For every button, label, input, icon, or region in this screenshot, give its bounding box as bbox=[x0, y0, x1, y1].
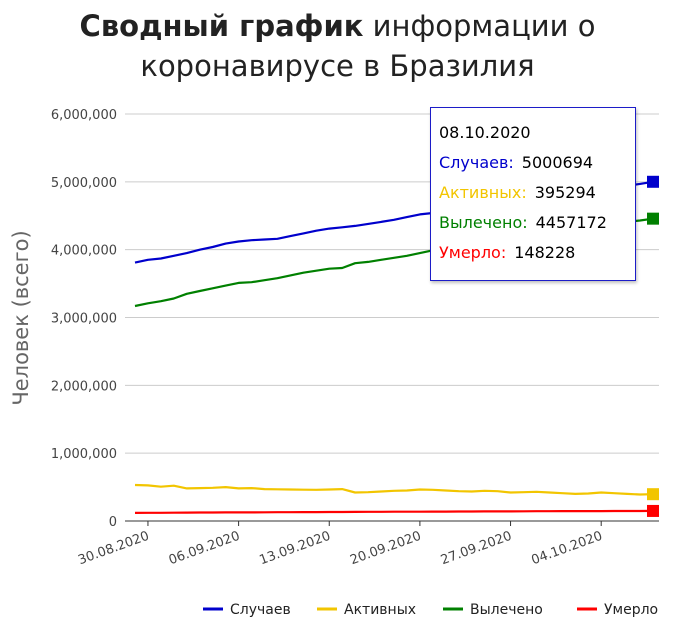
chart-title-line2: коронавирусе в Бразилия bbox=[140, 49, 535, 83]
tooltip-value-active: 395294 bbox=[534, 183, 596, 202]
tooltip-row-recovered: Вылечено: 4457172 bbox=[439, 208, 635, 238]
chart-title-rest: информации о bbox=[363, 9, 596, 43]
x-tick-label: 06.09.2020 bbox=[167, 529, 242, 569]
tooltip-label-recovered: Вылечено: bbox=[439, 213, 528, 232]
tooltip-label-active: Активных: bbox=[439, 183, 527, 202]
tooltip-row-active: Активных: 395294 bbox=[439, 178, 635, 208]
y-tick-label: 2,000,000 bbox=[51, 379, 117, 394]
tooltip-value-deaths: 148228 bbox=[514, 243, 576, 262]
x-tick-label: 20.09.2020 bbox=[348, 529, 423, 569]
x-tick-label: 13.09.2020 bbox=[258, 529, 333, 569]
tooltip-value-recovered: 4457172 bbox=[535, 213, 607, 232]
legend-item-label: Умерло bbox=[604, 602, 658, 618]
x-tick-label: 30.08.2020 bbox=[76, 529, 151, 569]
legend: Случаев Активных Вылечено Умерло bbox=[203, 602, 658, 618]
y-tick-label: 0 bbox=[109, 515, 117, 530]
x-tick-label: 04.10.2020 bbox=[529, 529, 604, 569]
tooltip-row-cases: Случаев: 5000694 bbox=[439, 148, 635, 178]
tooltip-date: 08.10.2020 bbox=[439, 123, 531, 142]
series-end-markers bbox=[647, 175, 659, 517]
y-tick-label: 5,000,000 bbox=[51, 176, 117, 191]
chart-title-bold: Сводный график bbox=[79, 9, 364, 43]
tooltip-value-cases: 5000694 bbox=[521, 153, 594, 172]
legend-item-label: Активных bbox=[344, 602, 416, 618]
y-axis-ticks: 0 1,000,000 2,000,000 3,000,000 4,000,000 5,0… bbox=[51, 108, 117, 530]
tooltip-label-cases: Случаев: bbox=[439, 153, 514, 172]
x-tick-label: 27.09.2020 bbox=[439, 529, 514, 569]
y-axis-label: Человек (всего) bbox=[9, 230, 33, 405]
data-tooltip: 08.10.2020 Случаев: 5000694 Активных: 3952… bbox=[430, 107, 636, 281]
legend-item-label: Вылечено bbox=[470, 602, 543, 618]
series-end-marker bbox=[647, 488, 659, 501]
series-line bbox=[134, 483, 654, 496]
series-end-marker bbox=[647, 175, 659, 188]
series-end-marker bbox=[647, 504, 659, 517]
series-end-marker bbox=[647, 212, 659, 225]
y-tick-label: 3,000,000 bbox=[51, 312, 117, 327]
series-line bbox=[134, 509, 654, 514]
y-tick-label: 6,000,000 bbox=[51, 108, 117, 123]
chart-title-line1: Сводный график информации о bbox=[0, 6, 675, 46]
tooltip-label-deaths: Умерло: bbox=[439, 243, 507, 262]
chart-title: Сводный график информации о коронавирусе… bbox=[0, 6, 675, 86]
legend-item-label: Случаев bbox=[230, 602, 291, 618]
x-axis-ticks: 30.08.2020 06.09.2020 13.09.2020 20.09.2020… bbox=[76, 521, 605, 569]
y-tick-label: 4,000,000 bbox=[51, 244, 117, 259]
y-tick-label: 1,000,000 bbox=[51, 447, 117, 462]
tooltip-row-deaths: Умерло: 148228 bbox=[439, 238, 635, 268]
